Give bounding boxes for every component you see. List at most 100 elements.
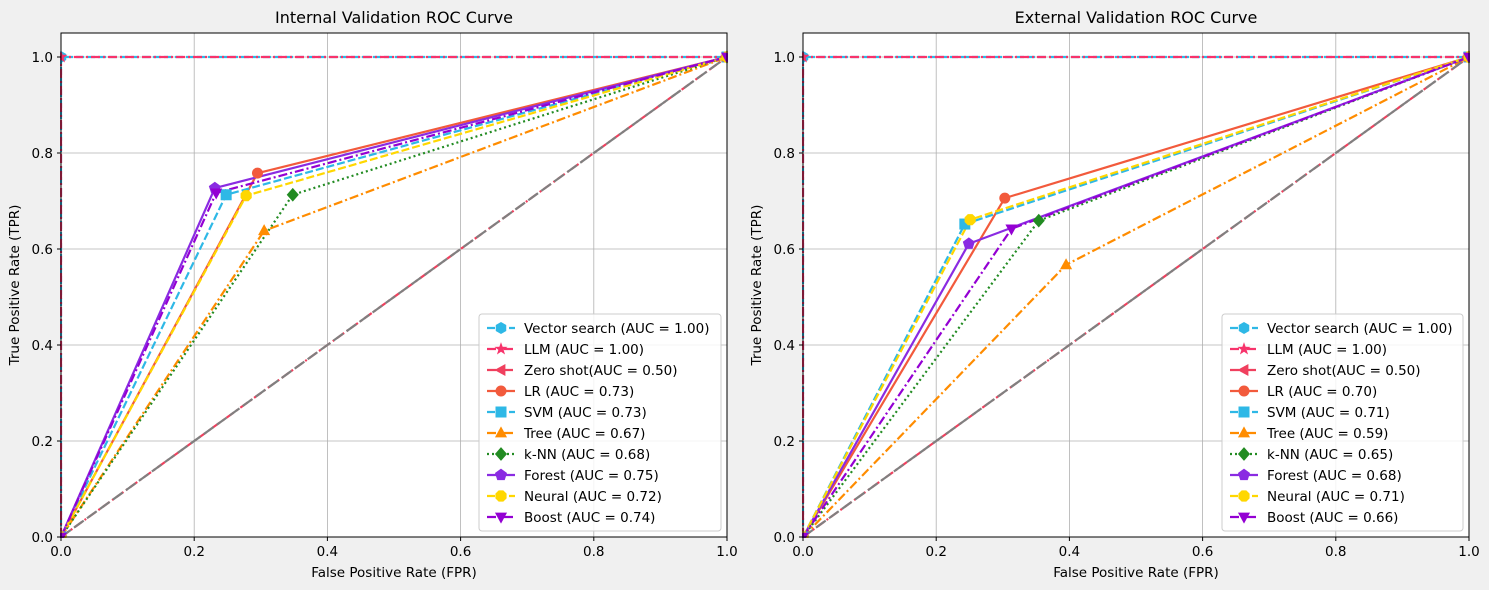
- legend-entry-label: k-NN (AUC = 0.65): [1267, 447, 1393, 463]
- legend-swatch-marker: [495, 321, 507, 335]
- y-tick-label: 0.4: [774, 338, 795, 354]
- legend-swatch-marker: [1237, 342, 1251, 355]
- y-tick-label: 0.0: [32, 530, 53, 546]
- y-axis-label: True Positive Rate (TPR): [749, 205, 765, 367]
- series-marker: [220, 189, 232, 201]
- legend-entry-label: LR (AUC = 0.73): [524, 384, 634, 400]
- legend-swatch-marker: [494, 512, 508, 524]
- x-tick-label: 0.4: [317, 544, 338, 560]
- legend-swatch-marker: [1237, 512, 1251, 524]
- series-marker: [258, 224, 271, 236]
- series-marker: [251, 167, 263, 179]
- diagonal-reference-line: [60, 56, 728, 538]
- legend-swatch-marker: [1238, 385, 1250, 397]
- y-tick-label: 0.6: [774, 242, 795, 258]
- x-tick-label: 0.8: [1325, 544, 1346, 560]
- series-line-boost: [802, 55, 1470, 538]
- legend-box: [478, 313, 722, 532]
- roc-panel: 0.0 0.2 0.4 0.6 0.8 1.0 0.0 0.2 0.4 0.6 0.8 1.0 Inte…: [7, 8, 738, 581]
- series-marker: [1032, 213, 1045, 228]
- x-tick-label: 1.0: [1458, 544, 1479, 560]
- y-tick-label: 0.0: [774, 530, 795, 546]
- y-tick-label: 0.6: [32, 242, 53, 258]
- series-marker: [286, 187, 299, 202]
- legend-entry-label: LLM (AUC = 1.00): [524, 342, 644, 358]
- legend-swatch-marker: [1238, 406, 1250, 418]
- legend-entry-label: Neural (AUC = 0.71): [1267, 489, 1405, 505]
- legend-swatch-marker: [494, 426, 508, 438]
- legend-entry-label: Boost (AUC = 0.66): [1267, 510, 1398, 526]
- x-tick-label: 0.2: [925, 544, 946, 560]
- y-tick-label: 0.2: [774, 434, 795, 450]
- series-marker: [60, 50, 68, 63]
- legend-swatch-marker: [495, 385, 507, 397]
- series-marker: [1060, 258, 1073, 270]
- y-tick-label: 1.0: [774, 50, 795, 66]
- legend: Vector search (AUC = 1.00) LLM (AUC = 1.0…: [478, 313, 722, 532]
- legend-entry-label: Forest (AUC = 0.75): [524, 468, 659, 484]
- legend-swatch-marker: [494, 342, 508, 355]
- legend-swatch-marker: [495, 490, 507, 502]
- y-tick-label: 0.8: [32, 146, 53, 162]
- y-tick-label: 0.2: [32, 434, 53, 450]
- series-marker: [1005, 224, 1018, 236]
- legend-entry-label: Vector search (AUC = 1.00): [524, 321, 709, 337]
- legend: Vector search (AUC = 1.00) LLM (AUC = 1.0…: [1221, 313, 1464, 532]
- diagonal-reference-line: [802, 56, 1470, 538]
- series-marker: [962, 237, 975, 249]
- x-tick-label: 1.0: [716, 544, 737, 560]
- legend-entry-label: SVM (AUC = 0.71): [1267, 405, 1390, 421]
- legend-entry-label: Neural (AUC = 0.72): [524, 489, 662, 505]
- legend-swatch-marker: [494, 447, 508, 461]
- roc-panel: 0.0 0.2 0.4 0.6 0.8 1.0 0.0 0.2 0.4 0.6 0.8 1.0 Exte…: [749, 8, 1480, 581]
- plot-frame: [60, 32, 728, 538]
- legend-entry-label: Boost (AUC = 0.74): [524, 510, 655, 526]
- x-tick-label: 0.8: [583, 544, 604, 560]
- series-marker: [240, 190, 252, 202]
- legend-swatch-marker: [495, 406, 507, 418]
- y-tick-label: 0.8: [774, 146, 795, 162]
- legend-swatch-marker: [494, 363, 506, 377]
- legend-swatch-marker: [1237, 447, 1251, 461]
- series-marker: [720, 52, 728, 64]
- series-marker: [1462, 52, 1470, 64]
- chart-title: External Validation ROC Curve: [1015, 8, 1258, 27]
- legend-entry-label: Zero shot(AUC = 0.50): [1267, 363, 1421, 379]
- legend-swatch-marker: [1237, 468, 1251, 481]
- x-axis-label: False Positive Rate (FPR): [311, 565, 477, 581]
- legend-entry-label: Tree (AUC = 0.67): [523, 426, 645, 442]
- series-marker: [964, 214, 976, 226]
- legend-swatch-marker: [1238, 490, 1250, 502]
- y-tick-label: 0.4: [32, 338, 53, 354]
- legend-entry-label: k-NN (AUC = 0.68): [524, 447, 650, 463]
- legend-entry-label: Zero shot(AUC = 0.50): [524, 363, 678, 379]
- legend-entry-label: SVM (AUC = 0.73): [524, 405, 647, 421]
- series-marker: [959, 218, 971, 230]
- legend-entry-label: LLM (AUC = 1.00): [1267, 342, 1387, 358]
- legend-swatch-marker: [1238, 321, 1250, 335]
- x-tick-label: 0.0: [792, 544, 813, 560]
- legend-entry-label: Vector search (AUC = 1.00): [1267, 321, 1452, 337]
- legend-swatch-marker: [1237, 426, 1251, 438]
- x-tick-label: 0.4: [1059, 544, 1080, 560]
- series-marker: [999, 192, 1011, 204]
- legend-entry-label: Tree (AUC = 0.59): [1266, 426, 1388, 442]
- series-line-tree: [60, 55, 728, 538]
- y-axis-label: True Positive Rate (TPR): [7, 205, 23, 367]
- series-marker: [802, 50, 810, 63]
- x-tick-label: 0.6: [450, 544, 471, 560]
- x-tick-label: 0.2: [183, 544, 204, 560]
- legend-entry-label: LR (AUC = 0.70): [1267, 384, 1377, 400]
- x-tick-label: 0.6: [1192, 544, 1213, 560]
- x-tick-label: 0.0: [50, 544, 71, 560]
- plot-frame: [802, 32, 1470, 538]
- legend-entry-label: Forest (AUC = 0.68): [1267, 468, 1402, 484]
- legend-swatch-marker: [494, 468, 508, 481]
- legend-box: [1221, 313, 1464, 532]
- chart-title: Internal Validation ROC Curve: [275, 8, 513, 27]
- legend-swatch-marker: [1237, 363, 1249, 377]
- y-tick-label: 1.0: [32, 50, 53, 66]
- x-axis-label: False Positive Rate (FPR): [1053, 565, 1219, 581]
- series-marker: [210, 188, 223, 200]
